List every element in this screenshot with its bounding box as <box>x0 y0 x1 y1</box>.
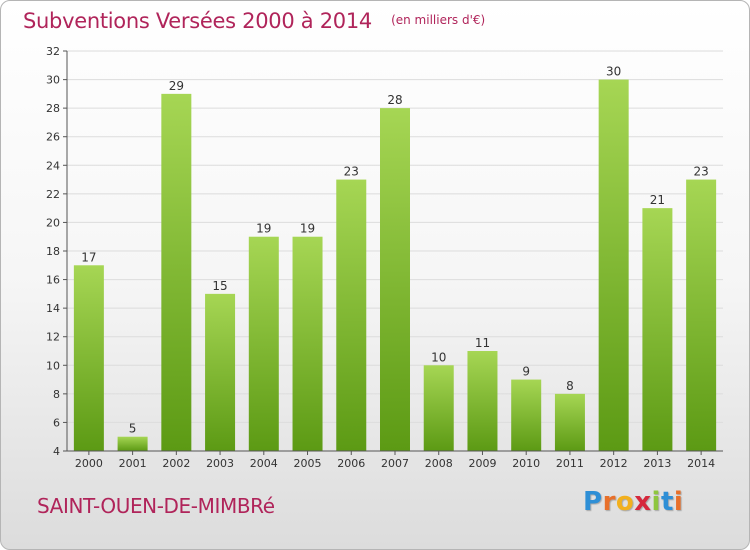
logo-letter: P <box>583 487 603 517</box>
bar-2011 <box>554 393 585 451</box>
chart-title: Subventions Versées 2000 à 2014 <box>23 9 372 33</box>
x-tick-label: 2014 <box>687 457 715 470</box>
bar-2003 <box>205 293 236 451</box>
x-tick-label: 2012 <box>600 457 628 470</box>
data-label: 17 <box>81 250 96 264</box>
x-tick-label: 2003 <box>206 457 234 470</box>
y-tick-label: 22 <box>46 188 60 201</box>
y-tick-label: 14 <box>46 302 60 315</box>
y-tick-label: 8 <box>53 388 60 401</box>
chart-header: Subventions Versées 2000 à 2014 (en mill… <box>23 9 485 33</box>
data-label: 5 <box>129 422 137 436</box>
x-tick-label: 2004 <box>250 457 278 470</box>
y-tick-label: 18 <box>46 245 60 258</box>
bar-2014 <box>686 179 717 452</box>
chart-unit-note: (en milliers d'€) <box>391 13 486 27</box>
logo-letter: r <box>602 487 616 517</box>
x-tick-label: 2000 <box>75 457 103 470</box>
commune-name: SAINT-OUEN-DE-MIMBRé <box>37 494 275 518</box>
x-tick-label: 2005 <box>294 457 322 470</box>
bar-2010 <box>511 379 542 451</box>
y-tick-label: 24 <box>46 159 60 172</box>
bar-2008 <box>423 365 454 451</box>
data-label: 9 <box>522 365 530 379</box>
bars <box>73 79 717 452</box>
bar-2004 <box>248 236 279 451</box>
bar-2006 <box>336 179 367 452</box>
x-tick-label: 2008 <box>425 457 453 470</box>
y-tick-label: 20 <box>46 216 60 229</box>
x-tick-label: 2006 <box>337 457 365 470</box>
data-labels: 17 5 29 15 19 19 23 28 10 11 9 8 30 21 23 <box>81 65 709 436</box>
x-tick-label: 2002 <box>162 457 190 470</box>
y-tick-label: 6 <box>53 416 60 429</box>
y-tick-label: 16 <box>46 274 60 287</box>
data-label: 30 <box>606 65 621 79</box>
bar-2000 <box>73 265 104 451</box>
y-tick-label: 4 <box>53 445 60 458</box>
bar-2012 <box>598 79 629 452</box>
data-label: 10 <box>431 350 446 364</box>
x-tick-label: 2001 <box>119 457 147 470</box>
logo-letter: x <box>634 487 652 517</box>
bar-2007 <box>380 108 410 452</box>
y-tick-label: 12 <box>46 331 60 344</box>
x-tick-label: 2009 <box>468 457 496 470</box>
x-tick-label: 2007 <box>381 457 409 470</box>
data-label: 29 <box>169 79 184 93</box>
y-tick-label: 32 <box>46 45 60 58</box>
x-tick-label: 2010 <box>512 457 540 470</box>
data-label: 8 <box>566 379 574 393</box>
y-tick-label: 30 <box>46 74 60 87</box>
axes: 4 6 8 10 12 14 16 18 20 22 24 26 28 30 32 2000 2001 2002 2… <box>46 45 723 470</box>
data-label: 23 <box>693 165 708 179</box>
x-tick-label: 2013 <box>643 457 671 470</box>
y-tick-label: 26 <box>46 131 60 144</box>
x-tick-label: 2011 <box>556 457 584 470</box>
logo-letter: o <box>615 487 635 517</box>
y-tick-label: 10 <box>46 359 60 372</box>
bar-2013 <box>642 208 673 451</box>
data-label: 15 <box>212 279 227 293</box>
data-label: 11 <box>475 336 490 350</box>
bar-2002 <box>161 93 192 451</box>
logo-letter: i <box>651 487 661 517</box>
bar-2009 <box>467 351 498 451</box>
proxiti-logo: Proxiti <box>583 487 683 517</box>
data-label: 28 <box>387 93 402 107</box>
bar-2001 <box>117 436 148 451</box>
data-label: 19 <box>256 222 271 236</box>
logo-letter: t <box>660 487 674 517</box>
y-tick-label: 28 <box>46 102 60 115</box>
data-label: 23 <box>344 165 359 179</box>
data-label: 19 <box>300 222 315 236</box>
data-label: 21 <box>650 193 665 207</box>
bar-2005 <box>292 236 323 451</box>
logo-letter: i <box>673 487 684 517</box>
